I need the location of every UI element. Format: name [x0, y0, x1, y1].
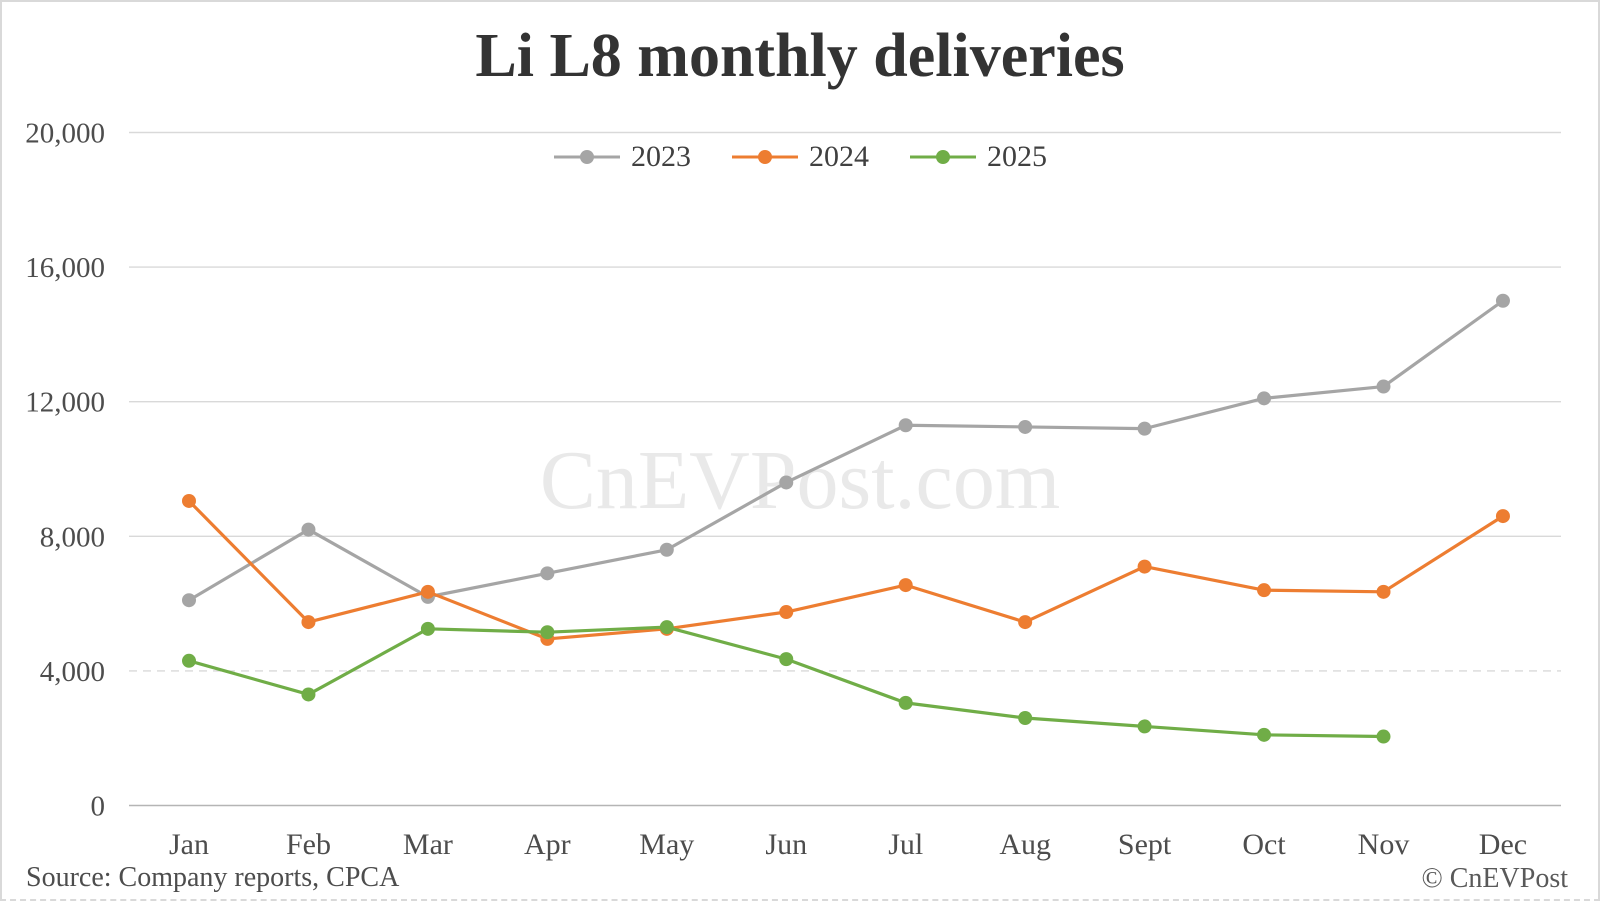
legend-marker-2024	[732, 150, 798, 164]
data-point-2025-sept	[1137, 719, 1152, 734]
legend-label-2023: 2023	[631, 140, 691, 173]
data-point-2024-jan	[182, 493, 196, 508]
data-point-2024-mar	[420, 584, 435, 599]
y-tick-label-0: 0	[91, 791, 106, 823]
data-point-2023-dec	[1495, 293, 1510, 308]
series-line-2025	[188, 625, 1384, 739]
x-tick-label-jul: Jul	[888, 828, 923, 861]
data-point-2023-aug	[1018, 419, 1033, 434]
copyright-note: © CnEVPost	[1421, 863, 1568, 894]
series-line-2023	[188, 299, 1504, 602]
x-tick-label-may: May	[639, 828, 694, 861]
data-point-2024-sept	[1137, 559, 1152, 574]
data-point-2025-jan	[182, 653, 196, 668]
source-note: Source: Company reports, CPCA	[26, 862, 400, 893]
watermark: CnEVPost.com	[539, 434, 1061, 527]
y-tick-label-8000: 8,000	[40, 521, 105, 553]
legend-item-2025: 2025	[909, 140, 1047, 174]
x-tick-label-mar: Mar	[403, 828, 453, 861]
data-point-2025-jun	[779, 652, 794, 667]
data-point-2025-jul	[898, 695, 913, 710]
data-point-2024-feb	[301, 615, 316, 630]
x-tick-label-feb: Feb	[286, 828, 331, 861]
data-point-2025-may	[659, 620, 674, 635]
data-point-2023-nov	[1376, 379, 1391, 394]
data-point-2025-apr	[540, 625, 555, 640]
data-point-2023-sept	[1137, 421, 1152, 436]
x-tick-label-apr: Apr	[524, 828, 571, 861]
data-point-2025-nov	[1376, 729, 1391, 744]
data-point-2023-jul	[898, 418, 913, 433]
data-point-2023-feb	[301, 522, 316, 537]
x-tick-label-dec: Dec	[1479, 828, 1527, 861]
x-tick-label-oct: Oct	[1242, 828, 1286, 861]
legend-label-2024: 2024	[809, 140, 869, 173]
data-point-2024-dec	[1495, 509, 1510, 524]
x-tick-label-sept: Sept	[1118, 828, 1172, 861]
y-tick-label-20000: 20,000	[25, 118, 105, 150]
x-tick-label-jan: Jan	[169, 828, 209, 861]
y-tick-label-16000: 16,000	[25, 252, 105, 284]
y-tick-label-12000: 12,000	[25, 387, 105, 419]
data-point-2023-jun	[779, 475, 794, 490]
data-point-2025-feb	[301, 687, 316, 702]
data-point-2024-oct	[1257, 583, 1272, 598]
data-point-2023-apr	[540, 566, 555, 581]
y-tick-label-4000: 4,000	[40, 656, 105, 688]
data-point-2025-oct	[1257, 727, 1272, 742]
data-point-2023-oct	[1257, 391, 1272, 406]
legend-marker-2025	[910, 150, 976, 164]
data-point-2024-nov	[1376, 584, 1391, 599]
chart-title: Li L8 monthly deliveries	[475, 22, 1125, 90]
data-point-2024-jul	[898, 578, 913, 593]
x-tick-label-aug: Aug	[999, 828, 1051, 861]
x-tick-label-jun: Jun	[765, 828, 807, 861]
data-point-2024-aug	[1018, 615, 1033, 630]
x-tick-label-nov: Nov	[1358, 828, 1410, 861]
legend: 2023 2024 2025	[2, 140, 1598, 174]
data-point-2025-aug	[1018, 711, 1033, 726]
series-line-2024	[187, 499, 1504, 641]
data-point-2025-mar	[420, 621, 435, 636]
data-point-2023-jan	[182, 593, 196, 608]
legend-item-2023: 2023	[553, 140, 691, 174]
data-point-2023-may	[659, 542, 674, 557]
data-point-2024-jun	[779, 605, 794, 620]
legend-item-2024: 2024	[731, 140, 869, 174]
legend-label-2025: 2025	[987, 140, 1047, 173]
legend-marker-2023	[554, 150, 620, 164]
